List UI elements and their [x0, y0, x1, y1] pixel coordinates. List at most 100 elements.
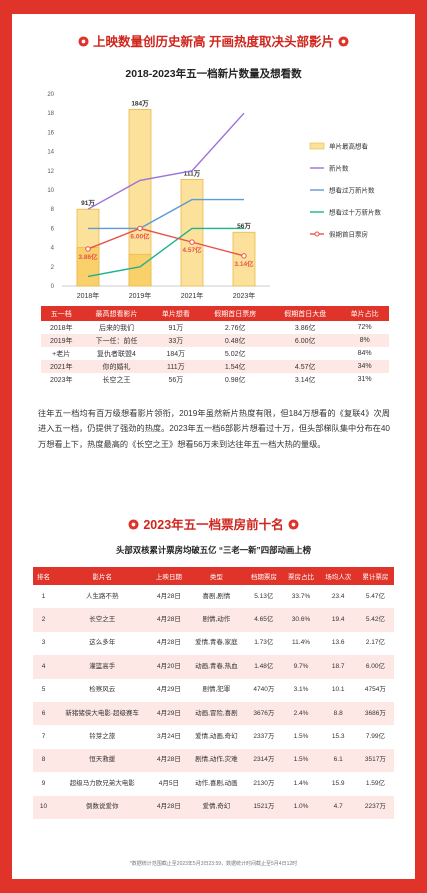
table1-row: 2018年 后来的我们 91万 2.76亿 3.86亿 72%	[41, 321, 389, 334]
table1-cell: 0.48亿	[200, 334, 271, 347]
table2-cell: 4月28日	[150, 748, 188, 773]
legend-label: 新片数	[329, 164, 349, 173]
table2-cell: 5	[41, 686, 46, 694]
y-tick-label: 2	[51, 265, 55, 271]
footnote: *数据统计范围截止至2023年5月3日23:59，数据统计时间截止至5月4日12…	[129, 861, 298, 867]
table2-row: 8 恒天救援 4月28日 剧情,动作,灾难 2314万 1.5% 6.1 3517万	[33, 748, 394, 773]
series-line	[87, 227, 245, 257]
top10-table: 排名 影片名 上映日期 类型 档期票房 票房占比 场均人次 累计票房 1 人生路不熟 4月28日 喜…	[33, 567, 394, 819]
table1-cell: 3.86亿	[294, 324, 316, 332]
table2-cell: 动画,冒险,喜剧	[187, 701, 246, 726]
table1-header-cell: 五一档	[41, 306, 82, 321]
table2-header-cell: 排名	[33, 567, 55, 585]
table2-cell: 1.0%	[282, 795, 320, 819]
table1-cell: 复仇者联盟4	[97, 350, 136, 358]
table1-header-cell: 假期首日大盘	[270, 306, 341, 321]
table1-header-cell: 最高想看影片	[81, 306, 152, 321]
table1-cell: 下一任：前任	[81, 334, 152, 347]
y-tick-label: 20	[47, 92, 54, 98]
table2-cell: 2337万	[253, 733, 275, 741]
table1-cell: 你的婚礼	[81, 360, 152, 373]
series-point	[241, 253, 247, 259]
x-tick-label: 2021年	[181, 291, 204, 300]
bar-data-label: 91万	[81, 199, 95, 207]
table1-cell: 5.02亿	[224, 350, 246, 358]
flower-icon	[288, 519, 299, 530]
table2-row: 3 这么多年 4月28日 爱情,青春,家庭 1.73亿 11.4% 13.6 2.17亿	[33, 632, 394, 655]
combo-chart: 0 2 4 6 8 10 12 14 16 18 20 2018年 2019年 2021年 2023年 91万…	[47, 92, 381, 300]
table2-row: 7 铃芽之旅 3月24日 爱情,动画,奇幻 2337万 1.5% 15.3 7.99亿	[33, 725, 394, 748]
table2-cell: 4.7	[319, 795, 357, 819]
table2-cell: 1.4%	[293, 779, 309, 787]
y-tick-label: 18	[47, 111, 54, 117]
table1-cell: 111万	[151, 360, 201, 373]
y-tick-label: 12	[47, 169, 54, 175]
table2-row: 10 倒数说爱你 4月28日 爱情,奇幻 1521万 1.0% 4.7 2237万	[33, 795, 394, 819]
table2-header-cell: 档期票房	[245, 567, 283, 585]
table2-cell: 3.1%	[293, 686, 309, 694]
table2-header-cell: 类型	[187, 567, 246, 585]
table2-cell: 剧情,动作,灾难	[187, 748, 246, 773]
table2-cell: 铃芽之旅	[89, 733, 116, 741]
table1-header-cell: 单片想看	[151, 306, 201, 321]
x-tick-label: 2018年	[77, 291, 100, 300]
table2-cell: 4月28日	[150, 795, 188, 819]
table2-cell: 11.4%	[292, 639, 310, 647]
table1-cell: 2019年	[41, 334, 82, 347]
bar-overlay	[128, 253, 152, 287]
table1-cell: 2021年	[41, 360, 82, 373]
table2-cell: 1.59亿	[365, 779, 385, 787]
table2-cell: 2314万	[245, 748, 283, 773]
flower-icon	[338, 36, 349, 47]
table2-cell: 6.1	[319, 748, 357, 773]
table1-cell: 33万	[151, 334, 201, 347]
y-tick-label: 0	[51, 284, 55, 290]
table1-cell: 后来的我们	[98, 324, 134, 332]
bar-data-label: 56万	[237, 222, 251, 230]
table2-cell: 10	[33, 795, 55, 819]
table2-cell: 7	[41, 733, 46, 741]
table1-row: 2023年 长空之王 56万 0.98亿 3.14亿 31%	[41, 373, 389, 386]
table1-row: +老片 复仇者联盟4 184万 5.02亿 84%	[41, 347, 389, 360]
chart-title: 2018-2023年五一档新片数量及想看数	[125, 68, 302, 80]
table2-cell: 8	[33, 748, 55, 773]
legend-label: 单片最高想看	[329, 142, 369, 151]
series-data-label: 6.00亿	[130, 231, 150, 240]
table2-cell: 剧情,动作	[187, 608, 246, 632]
section2-title-text: 2023年五一档票房前十名	[143, 518, 284, 532]
table2-cell: 爱情,青春,家庭	[195, 639, 238, 647]
table2-row: 4 灌篮高手 4月20日 动画,青春,热血 1.48亿 9.7% 18.7 6.00亿	[33, 655, 394, 679]
table1-cell: 3.14亿	[294, 376, 316, 384]
table2-cell: 1	[41, 592, 46, 600]
table1-cell: +老片	[52, 350, 71, 358]
table1-cell: 6.00亿	[270, 334, 341, 347]
table2-cell: 4.65亿	[245, 608, 283, 632]
legend-swatch	[309, 142, 325, 150]
series-point	[85, 246, 91, 252]
table1-cell: 56万	[168, 376, 184, 384]
table2-cell: 超级马力欧兄弟大电影	[69, 779, 135, 787]
bar-data-label: 111万	[184, 169, 201, 177]
table2-cell: 4月29日	[156, 686, 181, 694]
table2-cell: 2130万	[253, 779, 275, 787]
table2-cell: 倒数说爱你	[54, 795, 151, 819]
table2-row: 5 检察风云 4月29日 剧情,犯罪 4740万 3.1% 10.1 4754万	[33, 679, 394, 702]
table2-cell: 动作,喜剧,动画	[195, 779, 238, 787]
table2-cell: 4月20日	[150, 655, 188, 679]
table1-cell: 长空之王	[102, 376, 131, 384]
table2-cell: 13.6	[331, 639, 345, 647]
table2-cell: 爱情,奇幻	[187, 795, 246, 819]
y-tick-label: 16	[47, 130, 54, 136]
bar	[232, 231, 256, 287]
table2-cell: 4740万	[253, 686, 275, 694]
legend-label: 假期首日票房	[329, 230, 368, 239]
table2-cell: 1.5%	[293, 733, 309, 741]
table1-row: 2019年 下一任：前任 33万 0.48亿 6.00亿 8%	[41, 334, 389, 347]
table2-cell: 这么多年	[89, 639, 116, 647]
table2-cell: 新猪猪侠大电影·超级赛车	[54, 701, 151, 726]
table2-cell: 动画,青春,热血	[187, 655, 246, 679]
table2-cell: 33.7%	[291, 592, 311, 600]
table1-cell	[270, 347, 340, 360]
table2-header-cell: 影片名	[54, 567, 151, 585]
table1-cell: 31%	[357, 376, 372, 383]
